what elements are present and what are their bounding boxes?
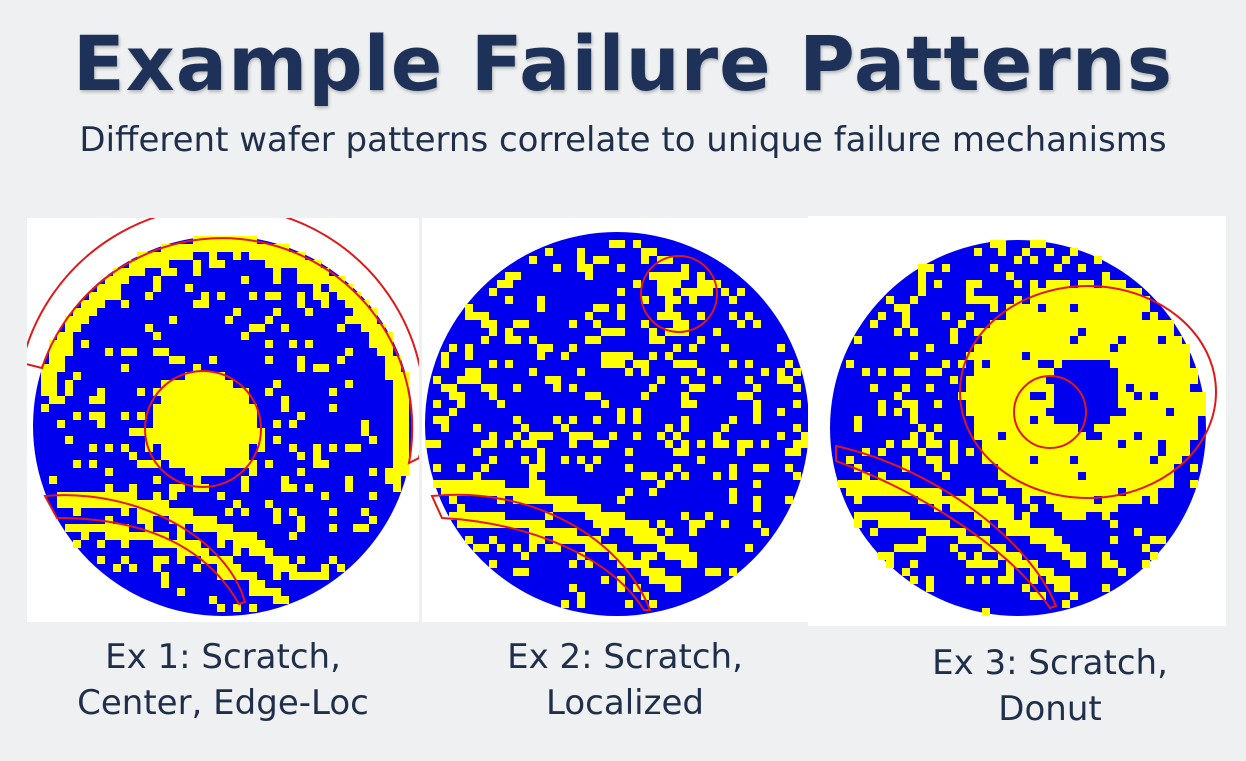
caption-ex3: Ex 3: Scratch, Donut [850,640,1246,732]
wafer-panel-2 [422,218,808,622]
wafer-map-ex1 [27,218,419,622]
page-title: Example Failure Patterns [0,18,1246,110]
wafer-panel-3 [808,216,1226,626]
caption-ex1: Ex 1: Scratch, Center, Edge-Loc [27,634,419,726]
wafer-map-ex2 [422,218,808,622]
caption-ex1-line1: Ex 1: Scratch, [27,634,419,680]
caption-ex2-line2: Localized [422,680,828,726]
wafer-panel-1 [27,218,419,622]
caption-ex3-line1: Ex 3: Scratch, [850,640,1246,686]
caption-ex1-line2: Center, Edge-Loc [27,680,419,726]
wafer-map-ex3 [808,216,1226,626]
caption-ex2: Ex 2: Scratch, Localized [422,634,828,726]
caption-ex3-line2: Donut [850,686,1246,732]
page-subtitle: Different wafer patterns correlate to un… [0,118,1246,162]
caption-ex2-line1: Ex 2: Scratch, [422,634,828,680]
